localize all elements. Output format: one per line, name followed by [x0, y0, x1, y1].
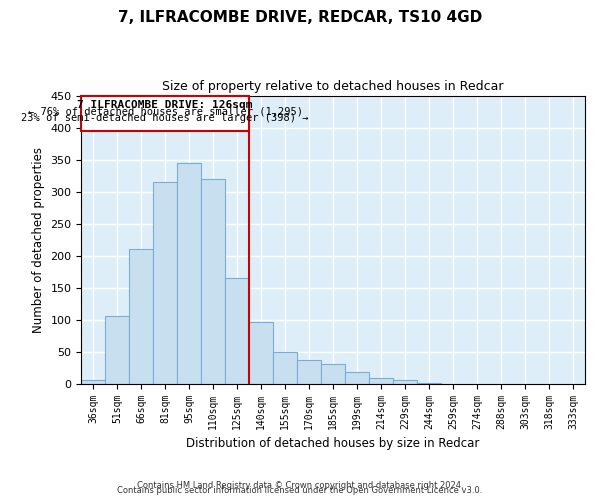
- Text: Contains HM Land Registry data © Crown copyright and database right 2024.: Contains HM Land Registry data © Crown c…: [137, 481, 463, 490]
- Bar: [81, 380, 105, 384]
- Text: 23% of semi-detached houses are larger (398) →: 23% of semi-detached houses are larger (…: [22, 114, 309, 124]
- Bar: [129, 249, 153, 384]
- Text: 7 ILFRACOMBE DRIVE: 126sqm: 7 ILFRACOMBE DRIVE: 126sqm: [77, 100, 253, 110]
- Bar: [297, 360, 321, 384]
- Bar: [321, 364, 345, 384]
- Bar: [153, 182, 177, 384]
- Text: 7, ILFRACOMBE DRIVE, REDCAR, TS10 4GD: 7, ILFRACOMBE DRIVE, REDCAR, TS10 4GD: [118, 10, 482, 25]
- Bar: [393, 380, 417, 384]
- Title: Size of property relative to detached houses in Redcar: Size of property relative to detached ho…: [163, 80, 504, 93]
- X-axis label: Distribution of detached houses by size in Redcar: Distribution of detached houses by size …: [187, 437, 480, 450]
- Bar: [105, 316, 129, 384]
- Bar: [225, 278, 249, 384]
- Bar: [249, 322, 273, 384]
- Bar: [177, 163, 201, 384]
- Y-axis label: Number of detached properties: Number of detached properties: [32, 146, 45, 332]
- Bar: [369, 378, 393, 384]
- FancyBboxPatch shape: [81, 96, 249, 131]
- Bar: [201, 179, 225, 384]
- Text: Contains public sector information licensed under the Open Government Licence v3: Contains public sector information licen…: [118, 486, 482, 495]
- Bar: [273, 352, 297, 384]
- Bar: [345, 372, 369, 384]
- Bar: [417, 383, 441, 384]
- Text: ← 76% of detached houses are smaller (1,295): ← 76% of detached houses are smaller (1,…: [28, 106, 303, 117]
